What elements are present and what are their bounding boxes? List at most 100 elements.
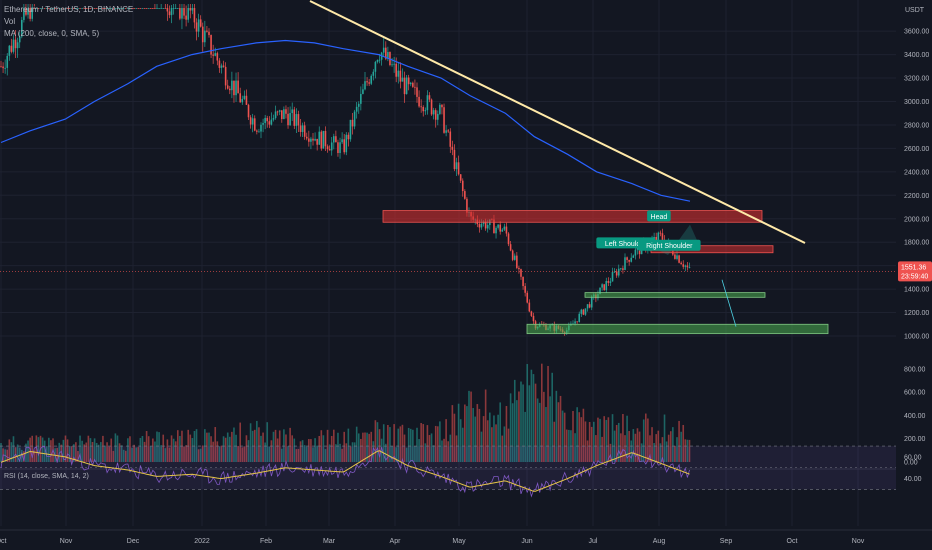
volume-bar (611, 414, 614, 462)
volume-label[interactable]: Vol (4, 17, 16, 26)
volume-bar (657, 430, 660, 462)
volume-bar (669, 431, 672, 462)
candle-body (187, 8, 189, 20)
volume-bar (166, 439, 169, 462)
volume-bar (335, 444, 337, 462)
volume-bar (374, 420, 377, 462)
volume-bar (21, 449, 23, 462)
volume-bar (466, 406, 468, 462)
support-zone-upper[interactable] (584, 292, 766, 298)
volume-bar (516, 400, 518, 462)
volume-bar (272, 431, 275, 462)
symbol-label[interactable]: Ethereum / TetherUS, 1D, BINANCE (4, 5, 134, 14)
volume-bar (75, 442, 77, 462)
volume-bar (170, 435, 173, 462)
volume-bar (347, 428, 350, 462)
volume-bar (85, 442, 88, 462)
volume-bar (595, 435, 597, 462)
time-tick: Dec (127, 538, 140, 545)
volume-bar (468, 390, 470, 462)
candle-body (191, 8, 194, 11)
volume-tick: 800.00 (904, 366, 926, 373)
candle-body (576, 321, 578, 323)
volume-bar (278, 430, 281, 462)
volume-bar (179, 435, 181, 462)
candle-body (152, 8, 154, 9)
candle-body (141, 8, 144, 9)
volume-bar (545, 407, 547, 462)
volume-bar (636, 428, 639, 462)
volume-bar (247, 440, 250, 462)
volume-bar (156, 431, 158, 462)
candle-body (405, 77, 408, 95)
candle-body (615, 271, 618, 276)
volume-bar (607, 417, 610, 462)
volume-bar (320, 430, 323, 462)
volume-bar (147, 436, 150, 462)
candle-body (231, 80, 233, 91)
volume-bar (64, 435, 67, 462)
candle-body (516, 255, 518, 268)
ma-label[interactable]: MA (200, close, 0, SMA, 5) (4, 29, 100, 38)
volume-bar (127, 438, 129, 462)
currency-label: USDT (905, 7, 925, 14)
volume-bar (139, 437, 142, 462)
candle-body (281, 110, 283, 120)
volume-bar (268, 446, 271, 462)
volume-bar (497, 414, 499, 462)
candle-body (137, 8, 140, 9)
price-tick: 2200.00 (904, 193, 929, 200)
volume-bar (576, 407, 578, 462)
volume-bar (688, 439, 691, 462)
candle-body (262, 122, 264, 125)
volume-bar (229, 436, 231, 462)
descending-trendline[interactable] (309, 0, 806, 244)
pattern-label[interactable]: Left Shoulder (605, 241, 647, 248)
price-tick: 3600.00 (904, 29, 929, 36)
volume-bar (355, 426, 358, 462)
time-tick: Mar (323, 538, 336, 545)
candle-body (310, 138, 312, 142)
pattern-label[interactable]: Head (651, 214, 668, 221)
volume-bar (87, 435, 90, 462)
candle-body (0, 66, 2, 68)
volume-bar (443, 438, 445, 462)
candle-body (628, 259, 630, 262)
rsi-label[interactable]: RSI (14, close, SMA, 14, 2) (4, 473, 89, 480)
candle-body (139, 8, 142, 9)
projection-line[interactable] (721, 279, 737, 327)
candle-body (324, 130, 327, 147)
volume-bar (41, 437, 44, 462)
volume-bar (299, 441, 302, 462)
candle-body (322, 130, 325, 149)
candle-body (482, 221, 485, 224)
candle-body (451, 146, 454, 150)
candle-body (14, 39, 17, 49)
volume-bar (459, 419, 462, 462)
volume-bar (617, 422, 620, 462)
volume-bar (534, 383, 537, 462)
candle-body (56, 8, 58, 9)
candle-body (133, 8, 135, 9)
candle-body (513, 255, 516, 260)
volume-bar (93, 438, 96, 462)
candle-body (341, 139, 343, 143)
volume-bar (266, 422, 269, 462)
candle-body (216, 53, 219, 61)
volume-bar (424, 443, 427, 462)
support-zone-lower[interactable] (526, 323, 829, 335)
volume-bar (547, 365, 549, 462)
candle-body (507, 233, 510, 245)
volume-bar (112, 450, 115, 462)
candle-body (168, 11, 171, 16)
candle-body (210, 35, 212, 55)
volume-bar (316, 445, 318, 462)
candle-body (289, 113, 291, 126)
pattern-label[interactable]: Right Shoulder (646, 243, 693, 250)
volume-tick: 600.00 (904, 390, 926, 397)
candle-body (632, 255, 635, 258)
resistance-zone-upper[interactable] (382, 210, 763, 223)
volume-bar (172, 438, 175, 462)
price-tick: 1200.00 (904, 310, 929, 317)
